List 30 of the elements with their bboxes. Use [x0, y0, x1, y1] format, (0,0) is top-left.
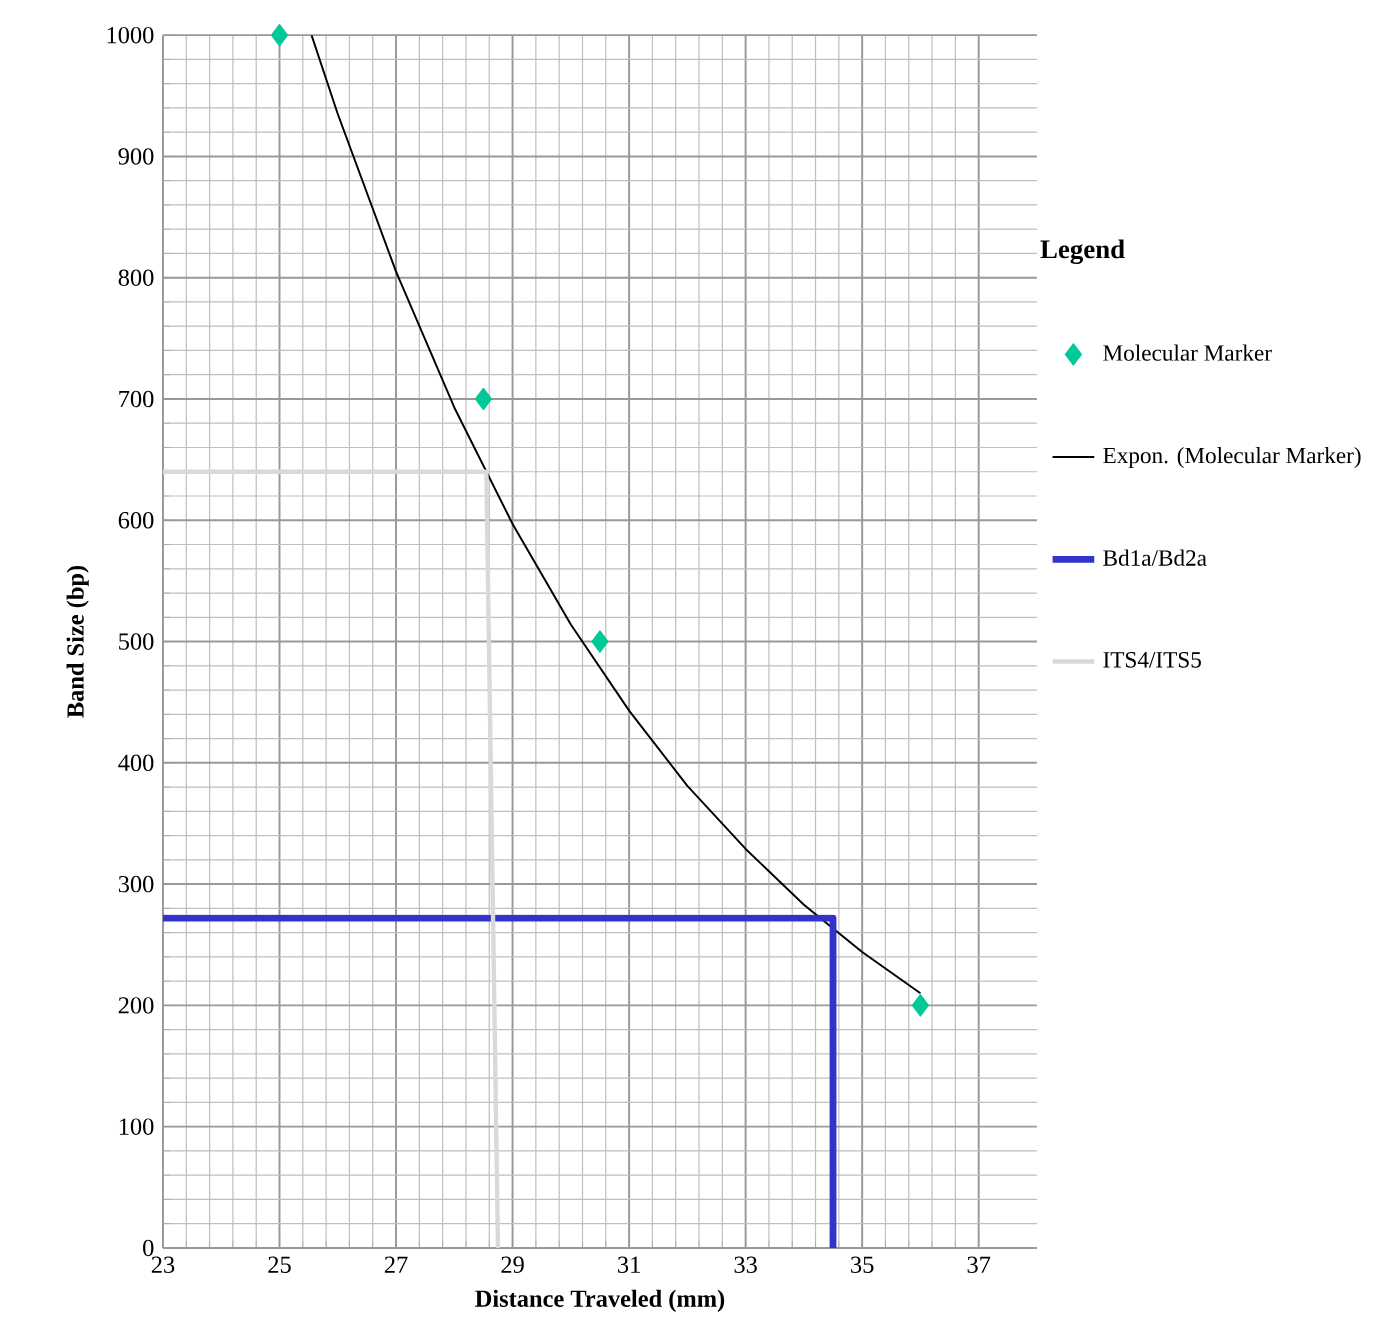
point [591, 630, 609, 654]
legend-label: Expon. (Molecular Marker) [1103, 447, 1361, 469]
y-tick-label: 700 [119, 390, 154, 408]
y-axis-title: Band Size (bp) [66, 565, 89, 718]
x-tick-label: 23 [151, 1256, 175, 1273]
point [270, 23, 289, 47]
y-tick-label: 1000 [107, 26, 154, 44]
y-tick-label: 300 [118, 875, 154, 893]
x-tick-label: 31 [618, 1256, 640, 1273]
x-tick-label: 33 [734, 1256, 757, 1273]
y-tick-label: 500 [119, 633, 154, 650]
y-tick-label: 0 [143, 1239, 154, 1257]
legend-label: Bd1a/Bd2a [1103, 549, 1207, 566]
y-tick-label: 100 [119, 1118, 154, 1135]
legend-title: Legend [1040, 239, 1125, 265]
y-tick-label: 400 [118, 754, 154, 772]
legend-label: Molecular Marker [1103, 344, 1272, 361]
x-axis-title: Distance Traveled (mm) [475, 1289, 725, 1312]
x-tick-label: 37 [967, 1256, 991, 1273]
x-tick-label: 29 [501, 1256, 524, 1273]
y-tick-label: 200 [118, 997, 154, 1014]
legend-label: ITS4/ITS5 [1103, 652, 1201, 668]
x-tick-label: 25 [268, 1256, 291, 1273]
x-tick-label: 27 [384, 1256, 408, 1273]
point [474, 387, 493, 411]
y-tick-label: 600 [118, 512, 154, 529]
x-tick-label: 35 [851, 1256, 874, 1273]
point [911, 993, 930, 1017]
y-tick-label: 900 [118, 148, 154, 165]
y-tick-label: 800 [118, 269, 154, 286]
